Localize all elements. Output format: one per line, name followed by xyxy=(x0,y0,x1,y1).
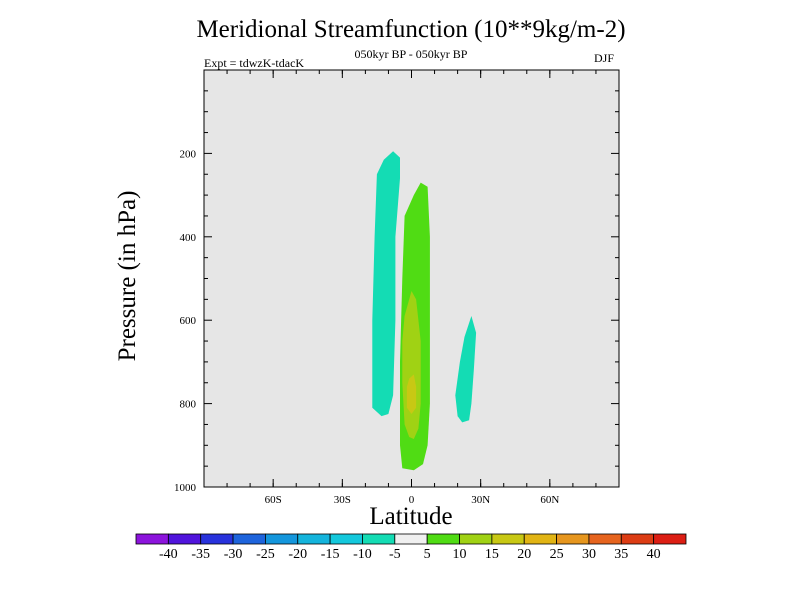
colorbar-swatch xyxy=(265,533,299,545)
y-tick-label: 600 xyxy=(180,315,197,327)
colorbar: -40 -35 -30 -25 -20 -15 -10 -5 5 10 15 20 25 30 35 40 xyxy=(135,533,687,562)
colorbar-label: -20 xyxy=(288,547,307,562)
x-tick-label: 30N xyxy=(471,494,490,506)
y-tick-label: 200 xyxy=(180,148,197,160)
x-tick-label: 0 xyxy=(409,494,415,506)
colorbar-label: -5 xyxy=(389,547,401,562)
colorbar-label: -25 xyxy=(256,547,275,562)
colorbar-label: -35 xyxy=(191,547,210,562)
plot-area xyxy=(204,70,619,487)
colorbar-label: -10 xyxy=(353,547,372,562)
x-axis-label: Latitude xyxy=(369,503,453,530)
colorbar-label: -30 xyxy=(224,547,243,562)
colorbar-swatch xyxy=(232,533,266,545)
colorbar-label: -15 xyxy=(321,547,340,562)
colorbar-swatch xyxy=(394,533,428,545)
colorbar-swatch xyxy=(135,533,169,545)
colorbar-label: 20 xyxy=(517,547,531,562)
colorbar-label: -40 xyxy=(159,547,178,562)
x-tick-label: 60S xyxy=(265,494,282,506)
season-label: DJF xyxy=(594,51,615,65)
chart-title: Meridional Streamfunction (10**9kg/m-2) xyxy=(196,16,626,43)
colorbar-swatch xyxy=(491,533,525,545)
colorbar-label: 5 xyxy=(424,547,431,562)
y-tick-label: 1000 xyxy=(174,482,197,494)
colorbar-label: 25 xyxy=(550,547,564,562)
axes: 60S 30S 0 30N 60N 200 400 600 800 1000 xyxy=(174,69,620,506)
contour-region-pos-15-to-20-core xyxy=(406,374,417,414)
colorbar-swatch xyxy=(200,533,234,545)
experiment-label: Expt = tdwzK-tdacK xyxy=(204,56,305,70)
chart-subtitle: 050kyr BP - 050kyr BP xyxy=(354,47,468,61)
colorbar-swatch xyxy=(620,533,655,545)
colorbar-swatch xyxy=(329,533,363,545)
colorbar-swatch xyxy=(523,533,557,545)
x-tick-label: 30S xyxy=(334,494,351,506)
colorbar-swatch xyxy=(362,533,396,545)
colorbar-label: 35 xyxy=(614,547,628,562)
colorbar-swatch xyxy=(297,533,331,545)
colorbar-swatch xyxy=(556,533,590,545)
colorbar-label: 40 xyxy=(647,547,661,562)
colorbar-label: 10 xyxy=(453,547,467,562)
colorbar-swatch xyxy=(426,533,460,545)
colorbar-swatch xyxy=(459,533,493,545)
y-tick-label: 400 xyxy=(180,232,197,244)
y-tick-label: 800 xyxy=(180,399,197,411)
colorbar-swatch xyxy=(588,533,622,545)
colorbar-label: 30 xyxy=(582,547,596,562)
colorbar-label: 15 xyxy=(485,547,499,562)
colorbar-swatch xyxy=(167,533,202,545)
x-tick-label: 60N xyxy=(540,494,559,506)
contour-region-neg-5-to-10-south xyxy=(372,151,400,417)
contour-region-neg-5-to-10-north xyxy=(455,316,477,423)
colorbar-swatch xyxy=(653,533,687,545)
